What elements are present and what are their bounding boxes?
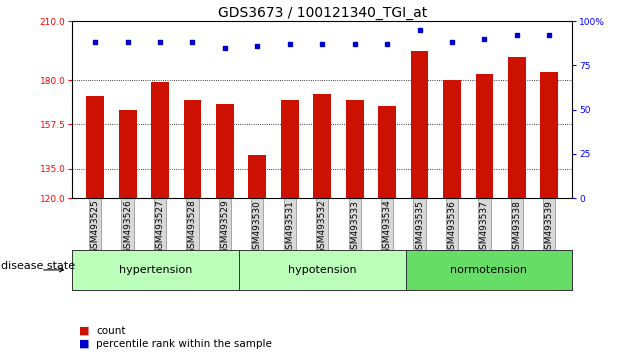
Bar: [411, 51, 428, 198]
Text: hypotension: hypotension: [288, 265, 357, 275]
Bar: [118, 110, 137, 198]
Bar: [216, 104, 234, 198]
Text: ■: ■: [79, 326, 89, 336]
Bar: [443, 80, 461, 198]
Bar: [378, 106, 396, 198]
Bar: [313, 94, 331, 198]
Bar: [183, 100, 202, 198]
Title: GDS3673 / 100121340_TGI_at: GDS3673 / 100121340_TGI_at: [217, 6, 427, 20]
Bar: [281, 100, 299, 198]
Bar: [151, 82, 169, 198]
Text: ■: ■: [79, 339, 89, 349]
Bar: [476, 74, 493, 198]
Bar: [248, 155, 266, 198]
Bar: [86, 96, 104, 198]
Text: hypertension: hypertension: [119, 265, 192, 275]
Text: normotension: normotension: [450, 265, 527, 275]
Bar: [346, 100, 364, 198]
Text: count: count: [96, 326, 126, 336]
Bar: [508, 57, 526, 198]
Bar: [541, 72, 558, 198]
Text: percentile rank within the sample: percentile rank within the sample: [96, 339, 272, 349]
Text: disease state: disease state: [1, 261, 76, 272]
